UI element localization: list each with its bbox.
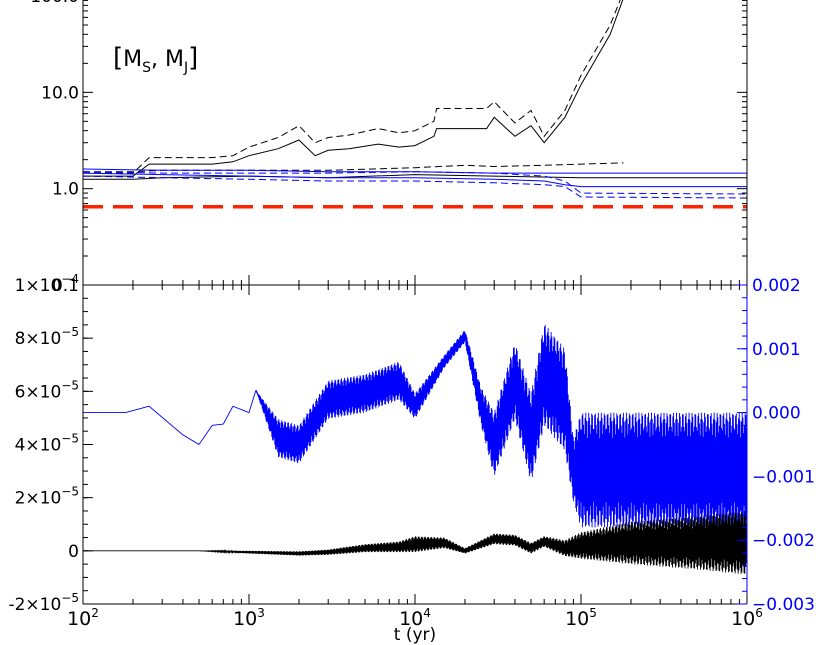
bottom-y-tick-label: 1×10−4 — [15, 272, 79, 296]
mass-annotation: [MS, MJ] — [113, 43, 198, 76]
bottom-y-tick-label: 6×10−5 — [15, 378, 79, 402]
x-tick-label: 103 — [233, 606, 265, 630]
x-tick-label: 102 — [67, 606, 99, 630]
bottom-y-tick-label: 4×10−5 — [15, 432, 79, 456]
right-y-tick-label: 0.000 — [752, 404, 801, 424]
top-y-tick-label: 0.1 — [52, 276, 79, 296]
right-y-tick-label: 0.002 — [752, 276, 801, 296]
series-blue-dashed-line — [83, 171, 747, 195]
top-y-tick-label: 100.0 — [30, 0, 79, 7]
series-blue-solid-line — [83, 168, 747, 174]
x-tick-label: 106 — [731, 606, 763, 630]
series-blue-dashed-line — [83, 175, 747, 199]
series-black-dashed-line — [83, 162, 624, 173]
series-blue-solid-line — [83, 172, 747, 188]
right-y-tick-label: −0.002 — [752, 531, 815, 551]
bottom-y-tick-label: 0 — [68, 542, 79, 562]
right-y-tick-label: −0.003 — [752, 595, 815, 615]
right-y-tick-label: 0.001 — [752, 340, 801, 360]
series-black-oscillation — [83, 511, 747, 574]
bottom-panel-plot — [83, 325, 747, 574]
top-y-tick-label: 1.0 — [52, 180, 79, 200]
x-axis-label: t (yr) — [394, 625, 436, 645]
x-tick-label: 104 — [399, 606, 431, 630]
top-y-tick-label: 10.0 — [41, 83, 79, 103]
series-black-dashed-line — [83, 0, 621, 174]
bottom-y-tick-label: -2×10−5 — [8, 591, 79, 615]
x-tick-label: 105 — [565, 606, 597, 630]
right-y-tick-label: −0.001 — [752, 467, 815, 487]
top-panel-plot — [83, 0, 747, 209]
bottom-y-tick-label: 8×10−5 — [15, 325, 79, 349]
bottom-y-tick-label: 2×10−5 — [15, 485, 79, 509]
series-blue-oscillation — [83, 325, 747, 528]
series-black-solid-line — [83, 0, 624, 177]
